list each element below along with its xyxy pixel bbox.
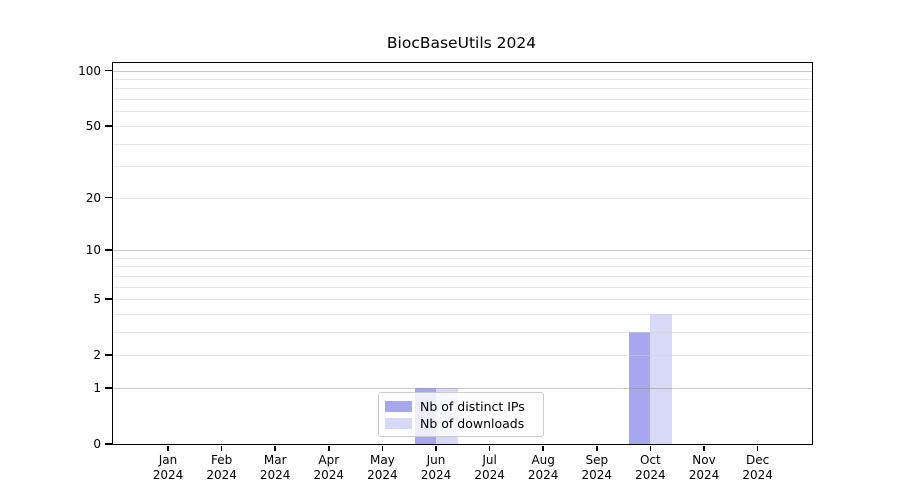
x-tick-year: 2024	[581, 468, 613, 482]
x-tick-label: Oct 2024	[618, 453, 682, 483]
x-tick-label: Jul 2024	[458, 453, 522, 483]
y-tick-label: 0	[93, 437, 101, 451]
x-tick	[167, 445, 169, 451]
y-tick	[104, 69, 112, 72]
x-tick-year: 2024	[206, 468, 237, 482]
x-tick	[328, 445, 330, 451]
x-tick-month: Dec	[745, 453, 770, 467]
bar-downloads-oct	[650, 313, 672, 444]
y-tick-label: 10	[85, 243, 101, 257]
gridline-minor	[113, 313, 812, 315]
x-tick-label: Feb 2024	[190, 453, 254, 483]
x-tick-year: 2024	[474, 468, 505, 482]
x-tick	[274, 445, 276, 451]
x-tick-year: 2024	[527, 468, 559, 482]
legend: Nb of distinct IPs Nb of downloads	[378, 392, 544, 437]
x-tick-month: Mar	[263, 453, 287, 467]
x-tick-month: Jul	[482, 453, 497, 467]
y-tick	[104, 196, 112, 199]
x-tick	[649, 445, 652, 451]
gridline-major	[113, 387, 812, 389]
x-tick-month: Aug	[531, 453, 555, 467]
legend-swatch-downloads	[385, 417, 412, 429]
gridline-minor	[113, 125, 812, 127]
plot-area: 0 1 2 5 10 20 50 100 Jan 2024 Feb 2024 Mar 2024 Apr 202…	[78, 62, 813, 482]
x-tick	[756, 445, 759, 451]
x-tick	[703, 445, 705, 451]
x-tick	[596, 445, 598, 451]
gridline-minor	[113, 99, 812, 101]
x-tick-label: Jan 2024	[136, 453, 200, 483]
x-tick-year: 2024	[635, 468, 666, 482]
gridline-minor	[113, 111, 812, 113]
y-tick	[104, 443, 112, 445]
x-tick-month: Apr	[318, 453, 340, 467]
x-tick-label: Dec 2024	[726, 453, 790, 483]
gridline-major	[113, 250, 812, 251]
x-tick-label: Mar 2024	[243, 453, 307, 483]
legend-label-distinct-ips: Nb of distinct IPs	[420, 398, 525, 414]
gridline-minor	[113, 331, 812, 333]
legend-label-downloads: Nb of downloads	[420, 415, 525, 431]
legend-item-distinct-ips: Nb of distinct IPs	[385, 398, 535, 414]
x-tick	[542, 445, 544, 451]
y-tick	[104, 249, 112, 251]
x-tick-month: Jan	[158, 453, 178, 467]
x-tick-label: Aug 2024	[511, 453, 575, 483]
x-tick-month: Nov	[692, 453, 716, 467]
gridline-major	[113, 70, 812, 72]
gridline-minor	[113, 166, 812, 168]
x-tick-month: Jun	[426, 453, 446, 467]
gridline-minor	[113, 275, 812, 277]
x-tick-label: Nov 2024	[672, 453, 736, 483]
y-tick-label: 2	[93, 348, 101, 363]
y-tick-label: 5	[93, 292, 101, 307]
y-tick-label: 1	[93, 380, 101, 395]
gridline-minor	[113, 266, 812, 268]
x-tick-year: 2024	[367, 468, 398, 482]
gridline-minor	[113, 197, 812, 199]
gridline-minor	[113, 88, 812, 90]
x-tick-year: 2024	[152, 468, 184, 482]
x-tick-month: Oct	[640, 453, 661, 467]
x-tick-year: 2024	[420, 468, 452, 482]
x-tick	[435, 445, 437, 451]
x-tick-year: 2024	[688, 468, 720, 482]
y-tick-label: 20	[85, 190, 101, 205]
chart-title: BiocBaseUtils 2024	[386, 34, 537, 52]
x-tick	[220, 445, 223, 451]
legend-item-downloads: Nb of downloads	[385, 415, 535, 431]
x-tick	[488, 445, 491, 451]
x-tick-month: May	[369, 453, 395, 467]
y-tick	[104, 387, 112, 389]
y-tick	[104, 298, 112, 300]
x-tick	[381, 445, 384, 451]
x-tick-month: Sep	[585, 453, 609, 467]
x-tick-label: Apr 2024	[297, 453, 361, 483]
y-tick-label: 100	[78, 63, 101, 78]
gridline-minor	[113, 257, 812, 259]
y-tick	[104, 354, 112, 356]
x-tick-year: 2024	[259, 468, 291, 482]
x-tick-year: 2024	[742, 468, 773, 482]
gridline-minor	[113, 355, 812, 357]
y-tick	[104, 125, 112, 127]
x-tick-label: Jun 2024	[404, 453, 468, 483]
x-tick-label: May 2024	[350, 453, 414, 483]
legend-swatch-distinct-ips	[385, 400, 412, 412]
gridline-minor	[113, 79, 812, 81]
gridline-minor	[113, 143, 812, 145]
x-tick-label: Sep 2024	[565, 453, 629, 483]
y-tick-label: 50	[85, 118, 101, 133]
gridline-minor	[113, 299, 812, 301]
gridline-minor	[113, 286, 812, 288]
x-tick-month: Feb	[210, 453, 233, 467]
x-tick-year: 2024	[313, 468, 345, 482]
